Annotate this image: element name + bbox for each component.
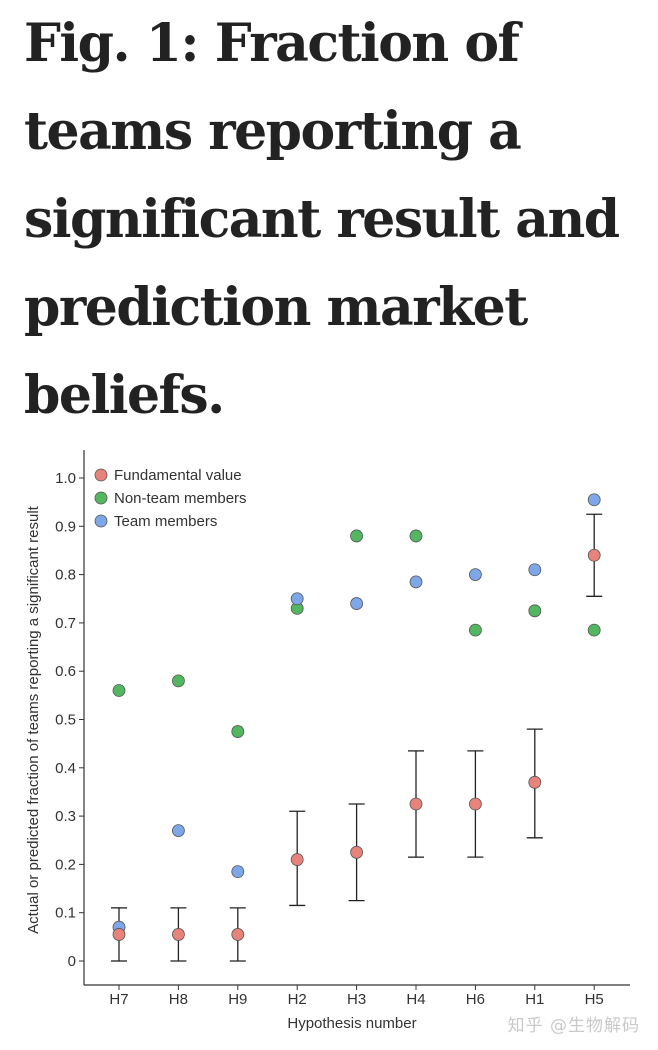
point-fundamental-value-h2 (290, 853, 304, 866)
y-tick-label: 0.3 (55, 808, 76, 825)
legend-marker-non-team-members (94, 491, 108, 505)
figure-title: Fig. 1: Fraction of teams reporting a si… (24, 13, 620, 426)
x-tick-label-h2: H2 (288, 991, 307, 1008)
y-tick-label: 1.0 (55, 470, 76, 487)
x-tick-label-h7: H7 (109, 991, 128, 1008)
y-tick-label: 0 (68, 953, 76, 970)
x-tick-label-h9: H9 (228, 991, 247, 1008)
point-team-members-h9 (231, 865, 245, 879)
chart-axes: 0 0.1 0.2 0.3 0.4 0.5 0.6 0.7 0.8 0.9 1.0 H7 H8 H9 H2 H… (25, 450, 630, 1032)
point-non-team-members-h4 (409, 529, 423, 543)
point-team-members-h3 (350, 597, 364, 610)
data-points (112, 493, 601, 941)
legend-label-fundamental-value: Fundamental value (114, 467, 242, 484)
chart-legend: Fundamental value Non-team members Team me… (94, 467, 247, 530)
point-non-team-members-h6 (468, 623, 482, 637)
scatter-chart: 0 0.1 0.2 0.3 0.4 0.5 0.6 0.7 0.8 0.9 1.0 H7 H8 H9 H2 H… (25, 450, 630, 1032)
point-fundamental-value-h4 (409, 797, 423, 811)
point-fundamental-value-h3 (350, 845, 364, 859)
point-fundamental-value-h5 (587, 548, 601, 562)
point-fundamental-value-h8 (171, 928, 185, 941)
point-non-team-members-h9 (231, 725, 245, 738)
watermark: 知乎 @生物解码 (507, 1016, 640, 1036)
x-tick-label-h1: H1 (525, 991, 544, 1008)
y-tick-label: 0.5 (55, 712, 76, 729)
legend-marker-team-members (94, 514, 108, 528)
y-axis-label: Actual or predicted fraction of teams re… (25, 505, 42, 934)
y-tick-label: 0.4 (55, 760, 76, 777)
point-team-members-h1 (528, 563, 542, 577)
point-team-members-h5 (587, 493, 601, 507)
point-team-members-h8 (171, 824, 185, 837)
point-non-team-members-h7 (112, 684, 126, 697)
y-tick-label: 0.2 (55, 856, 76, 873)
point-team-members-h4 (409, 575, 423, 589)
x-tick-label-h6: H6 (466, 991, 485, 1008)
point-team-members-h2 (290, 592, 304, 606)
error-bars (111, 513, 603, 962)
point-non-team-members-h5 (587, 623, 601, 637)
point-non-team-members-h3 (350, 529, 364, 543)
point-team-members-h6 (468, 568, 482, 582)
x-tick-label-h3: H3 (347, 991, 366, 1008)
legend-label-non-team-members: Non-team members (114, 490, 247, 507)
y-tick-label: 0.9 (55, 518, 76, 535)
y-tick-label: 0.6 (55, 663, 76, 680)
legend-marker-fundamental-value (94, 468, 108, 482)
point-fundamental-value-h9 (231, 928, 245, 941)
point-fundamental-value-h6 (468, 797, 482, 811)
x-axis-label: Hypothesis number (287, 1015, 416, 1032)
y-tick-label: 0.7 (55, 615, 76, 632)
x-tick-label-h8: H8 (169, 991, 188, 1008)
point-non-team-members-h1 (528, 604, 542, 618)
legend-label-team-members: Team members (114, 513, 217, 530)
point-fundamental-value-h7 (112, 928, 126, 941)
x-tick-label-h4: H4 (406, 991, 425, 1008)
y-tick-label: 0.1 (55, 905, 76, 922)
y-tick-label: 0.8 (55, 567, 76, 584)
x-tick-label-h5: H5 (585, 991, 604, 1008)
point-non-team-members-h8 (171, 674, 185, 688)
point-fundamental-value-h1 (528, 775, 542, 789)
